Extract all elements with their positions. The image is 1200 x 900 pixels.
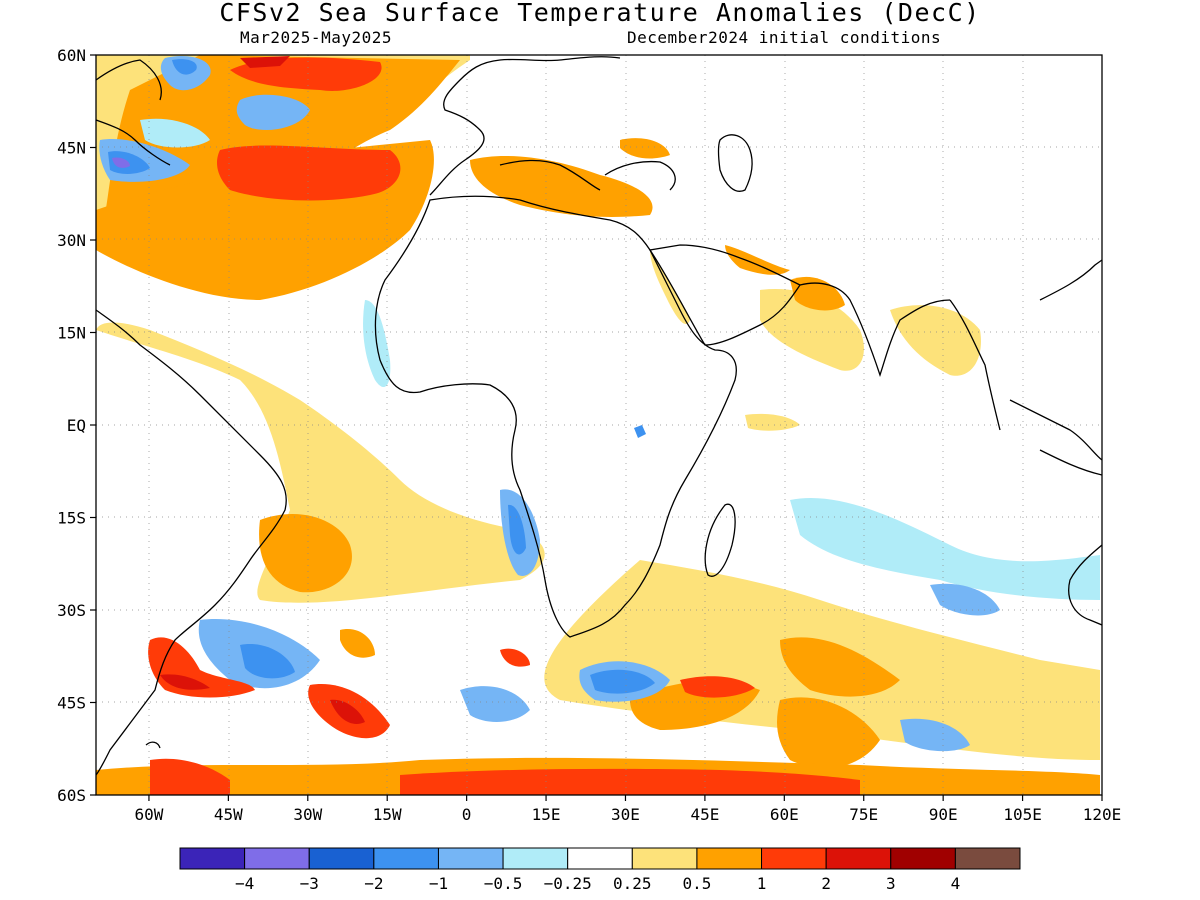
- lon-tick-label: 0: [462, 805, 472, 824]
- coastlines: [96, 56, 1102, 776]
- colorbar-label: 1: [757, 874, 767, 893]
- lon-tick-label: 120E: [1083, 805, 1122, 824]
- longitude-axis: 60W 45W 30W 15W 0 15E 30E 45E 60E 75E 90E 105E 120E: [134, 795, 1121, 824]
- colorbar-swatch: [179, 847, 246, 870]
- colorbar-label: 4: [951, 874, 961, 893]
- lat-tick-label: 30N: [57, 231, 86, 250]
- colorbar-label: −1: [429, 874, 448, 893]
- lon-tick-label: 45E: [690, 805, 719, 824]
- anomaly-shading: [96, 55, 1100, 795]
- colorbar-swatch: [954, 847, 1021, 870]
- lat-tick-label: 60N: [57, 46, 86, 65]
- lon-tick-label: 60E: [770, 805, 799, 824]
- colorbar-swatch: [244, 847, 310, 870]
- colorbar-label: 3: [886, 874, 896, 893]
- colorbar-label: −4: [235, 874, 254, 893]
- lon-tick-label: 60W: [134, 805, 163, 824]
- colorbar: −4 −3 −2 −1 −0.5 −0.25 0.25 0.5 1 2 3 4: [179, 847, 1021, 893]
- colorbar-swatch: [761, 847, 827, 870]
- colorbar-label: 0.25: [613, 874, 652, 893]
- colorbar-swatch: [567, 847, 633, 870]
- lat-tick-label: 45S: [57, 694, 86, 713]
- colorbar-swatch: [631, 847, 698, 870]
- init-conditions: December2024 initial conditions: [627, 28, 942, 47]
- lon-tick-label: 45W: [214, 805, 243, 824]
- colorbar-swatch: [373, 847, 439, 870]
- colorbar-label: −0.25: [544, 874, 592, 893]
- lat-tick-label: 45N: [57, 139, 86, 158]
- colorbar-swatch: [502, 847, 569, 870]
- colorbar-swatch: [825, 847, 892, 870]
- colorbar-swatch: [437, 847, 504, 870]
- lon-tick-label: 15E: [532, 805, 561, 824]
- colorbar-label: 0.5: [682, 874, 711, 893]
- colorbar-label: −3: [300, 874, 319, 893]
- colorbar-label: 2: [821, 874, 831, 893]
- colorbar-swatch: [308, 847, 375, 870]
- lon-tick-label: 90E: [929, 805, 958, 824]
- colorbar-swatch: [890, 847, 956, 870]
- valid-period: Mar2025-May2025: [240, 28, 392, 47]
- lon-tick-label: 105E: [1003, 805, 1042, 824]
- lat-tick-label: 60S: [57, 786, 86, 805]
- map-title: CFSv2 Sea Surface Temperature Anomalies …: [219, 0, 981, 27]
- lat-tick-label: 15N: [57, 324, 86, 343]
- lon-tick-label: 30E: [611, 805, 640, 824]
- lat-tick-label: 30S: [57, 601, 86, 620]
- latitude-axis: 60N 45N 30N 15N EQ 15S 30S 45S 60S: [57, 46, 96, 805]
- colorbar-swatch: [696, 847, 763, 870]
- lat-tick-label: EQ: [67, 416, 86, 435]
- lon-tick-label: 15W: [373, 805, 402, 824]
- colorbar-label: −2: [364, 874, 383, 893]
- lon-tick-label: 75E: [849, 805, 878, 824]
- lon-tick-label: 30W: [293, 805, 322, 824]
- colorbar-label: −0.5: [484, 874, 523, 893]
- lat-tick-label: 15S: [57, 509, 86, 528]
